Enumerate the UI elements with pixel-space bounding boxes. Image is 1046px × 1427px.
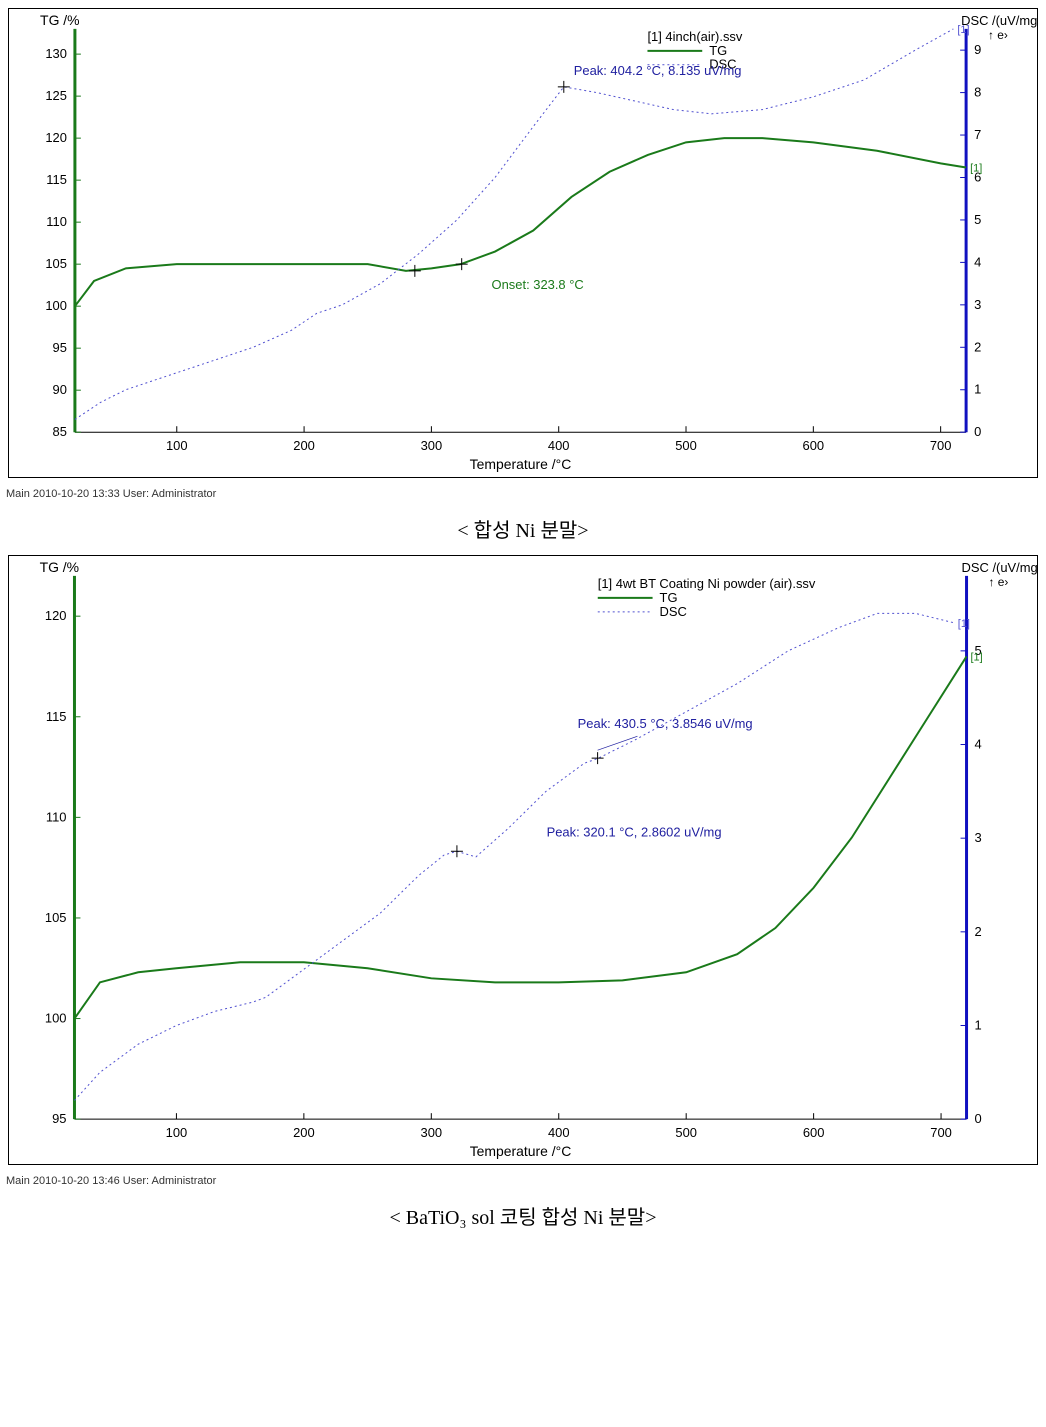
svg-text:100: 100 bbox=[166, 438, 188, 453]
svg-text:115: 115 bbox=[46, 709, 67, 724]
svg-text:Peak: 430.5 °C, 3.8546 uV/mg: Peak: 430.5 °C, 3.8546 uV/mg bbox=[578, 716, 753, 731]
svg-text:2: 2 bbox=[974, 339, 981, 354]
svg-text:1: 1 bbox=[974, 382, 981, 397]
svg-text:TG /%: TG /% bbox=[40, 12, 80, 28]
svg-text:Peak: 404.2 °C, 8.135 uV/mg: Peak: 404.2 °C, 8.135 uV/mg bbox=[574, 63, 742, 78]
svg-text:Temperature /°C: Temperature /°C bbox=[470, 456, 572, 472]
svg-text:300: 300 bbox=[421, 438, 443, 453]
svg-text:700: 700 bbox=[930, 1125, 952, 1140]
svg-text:110: 110 bbox=[46, 809, 67, 824]
chart2-footer: Main 2010-10-20 13:46 User: Administrato… bbox=[0, 1173, 1046, 1189]
svg-text:200: 200 bbox=[293, 1125, 315, 1140]
chart1-panel: 859095100105110115120125130TG /%01234567… bbox=[8, 8, 1038, 478]
chart1-footer: Main 2010-10-20 13:33 User: Administrato… bbox=[0, 486, 1046, 502]
svg-text:TG: TG bbox=[660, 590, 678, 605]
svg-text:400: 400 bbox=[548, 438, 570, 453]
svg-text:2: 2 bbox=[975, 924, 982, 939]
svg-text:130: 130 bbox=[45, 46, 67, 61]
svg-text:9: 9 bbox=[974, 42, 981, 57]
svg-text:TG: TG bbox=[709, 43, 727, 58]
chart2-caption: < BaTiO₃ sol 코팅 합성 Ni 분말> bbox=[0, 1201, 1046, 1230]
chart2-panel: 95100105110115120TG /%012345DSC /(uV/mg)… bbox=[8, 555, 1038, 1165]
svg-text:Temperature /°C: Temperature /°C bbox=[470, 1143, 572, 1159]
svg-text:1: 1 bbox=[975, 1017, 982, 1032]
svg-text:125: 125 bbox=[45, 88, 67, 103]
chart1-caption: < 합성 Ni 분말> bbox=[0, 514, 1046, 543]
svg-text:115: 115 bbox=[46, 172, 67, 187]
svg-text:[1]: [1] bbox=[957, 24, 969, 36]
svg-text:[1] 4inch(air).ssv: [1] 4inch(air).ssv bbox=[647, 29, 742, 44]
svg-text:Peak: 320.1 °C, 2.8602 uV/mg: Peak: 320.1 °C, 2.8602 uV/mg bbox=[547, 824, 722, 839]
svg-text:700: 700 bbox=[930, 438, 952, 453]
svg-text:5: 5 bbox=[974, 212, 981, 227]
svg-text:105: 105 bbox=[45, 256, 67, 271]
chart1-svg: 859095100105110115120125130TG /%01234567… bbox=[9, 9, 1037, 477]
svg-text:0: 0 bbox=[974, 424, 981, 439]
svg-text:TG /%: TG /% bbox=[40, 559, 79, 575]
svg-text:4: 4 bbox=[974, 254, 981, 269]
svg-text:DSC /(uV/mg): DSC /(uV/mg) bbox=[961, 13, 1037, 28]
svg-text:4: 4 bbox=[975, 737, 982, 752]
svg-text:DSC: DSC bbox=[660, 604, 687, 619]
svg-text:120: 120 bbox=[45, 130, 67, 145]
svg-text:85: 85 bbox=[53, 424, 67, 439]
chart2-svg: 95100105110115120TG /%012345DSC /(uV/mg)… bbox=[9, 556, 1037, 1164]
svg-text:[1] 4wt BT Coating Ni powder (: [1] 4wt BT Coating Ni powder (air).ssv bbox=[598, 576, 816, 591]
svg-text:100: 100 bbox=[45, 298, 67, 313]
svg-text:[1]: [1] bbox=[971, 651, 983, 663]
svg-text:95: 95 bbox=[52, 1111, 66, 1126]
svg-text:600: 600 bbox=[803, 1125, 825, 1140]
svg-text:100: 100 bbox=[45, 1011, 67, 1026]
svg-text:400: 400 bbox=[548, 1125, 570, 1140]
svg-text:500: 500 bbox=[675, 438, 697, 453]
svg-text:8: 8 bbox=[974, 85, 981, 100]
svg-text:↑ e›: ↑ e› bbox=[988, 28, 1008, 42]
svg-text:110: 110 bbox=[46, 214, 67, 229]
svg-text:95: 95 bbox=[53, 340, 67, 355]
svg-text:200: 200 bbox=[293, 438, 315, 453]
svg-text:90: 90 bbox=[53, 382, 67, 397]
svg-text:600: 600 bbox=[803, 438, 825, 453]
svg-text:3: 3 bbox=[975, 830, 982, 845]
svg-text:3: 3 bbox=[974, 297, 981, 312]
svg-text:↑ e›: ↑ e› bbox=[988, 575, 1008, 589]
svg-text:120: 120 bbox=[45, 608, 67, 623]
svg-text:300: 300 bbox=[421, 1125, 443, 1140]
svg-text:0: 0 bbox=[975, 1111, 982, 1126]
svg-text:500: 500 bbox=[675, 1125, 697, 1140]
svg-text:[1]: [1] bbox=[958, 618, 970, 630]
svg-text:DSC /(uV/mg): DSC /(uV/mg) bbox=[962, 560, 1037, 575]
svg-text:Onset: 323.8 °C: Onset: 323.8 °C bbox=[492, 277, 584, 292]
svg-text:100: 100 bbox=[166, 1125, 188, 1140]
svg-text:7: 7 bbox=[974, 127, 981, 142]
svg-text:[1]: [1] bbox=[970, 163, 982, 175]
svg-text:105: 105 bbox=[45, 910, 67, 925]
